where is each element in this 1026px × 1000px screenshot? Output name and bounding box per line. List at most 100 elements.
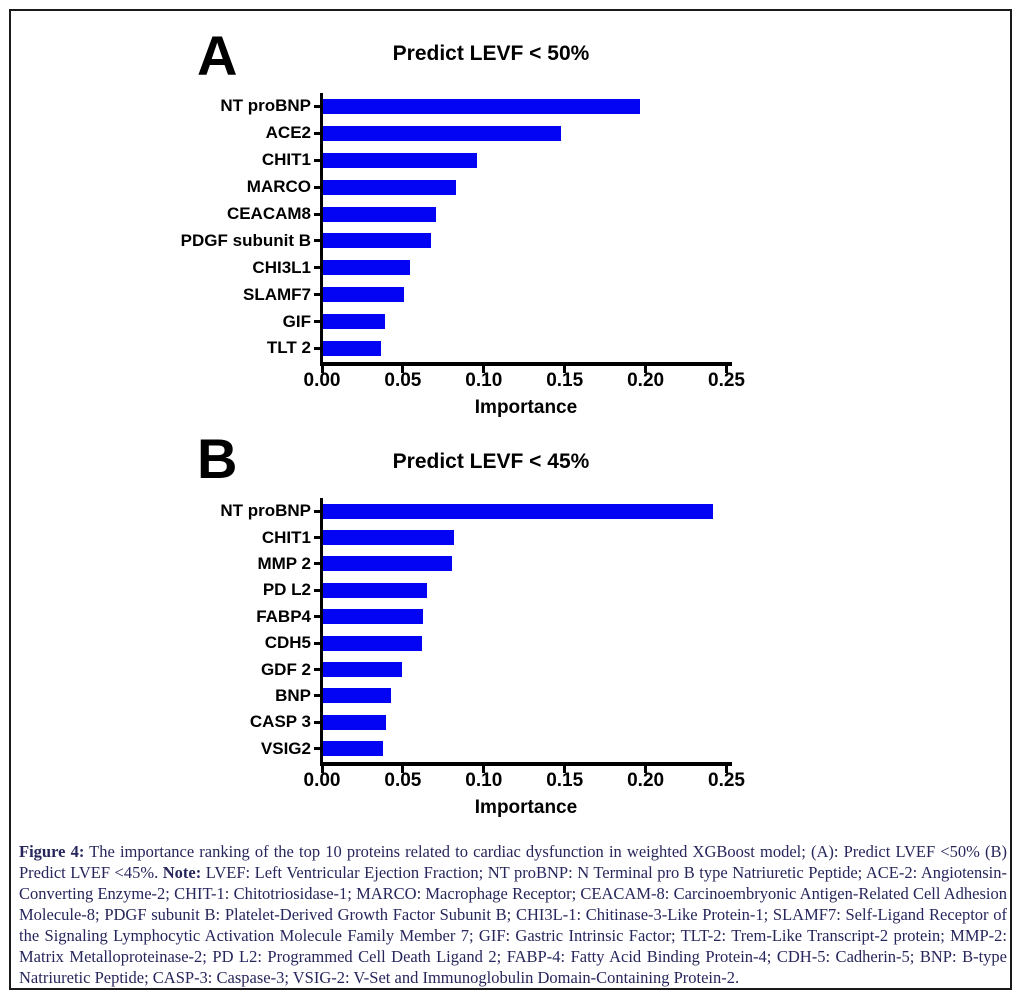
x-tick [401,366,405,373]
category-row: MMP 2 [71,551,320,577]
x-tick-label: 0.10 [465,370,503,391]
x-tick [563,366,567,373]
y-tick [314,320,320,324]
y-tick [314,346,320,350]
category-row: ACE2 [71,120,320,147]
caption-note-label: Note: [162,863,202,882]
importance-bar [323,179,456,195]
panel-b-title: Predict LEVF < 45% [392,450,590,473]
category-row: GDF 2 [71,656,320,682]
category-label: PDGF subunit B [180,230,311,250]
bar-rows [320,93,728,362]
x-tick-label: 0.25 [708,770,745,791]
y-tick [314,212,320,216]
figure-caption: Figure 4: The importance ranking of the … [19,841,1007,988]
x-tick [482,366,486,373]
y-tick [314,694,320,698]
bar-row [323,656,728,682]
category-label: CEACAM8 [226,204,311,223]
x-tick-label: 0.15 [546,770,584,791]
importance-bar [323,233,432,249]
category-label: GDF 2 [260,659,311,679]
importance-bar [323,609,424,625]
category-label: CHIT1 [261,150,311,170]
y-tick [314,266,320,270]
bar-row [323,201,728,228]
bar-row [323,147,728,174]
category-row: CHIT1 [71,147,320,174]
bar-row [323,120,728,147]
importance-bar [323,314,385,330]
y-tick [314,588,320,592]
importance-bar [323,287,404,303]
bar-row [323,630,728,656]
x-tick-label: 0.00 [303,370,341,391]
category-row: CHI3L1 [71,254,320,281]
importance-bar [323,556,453,572]
importance-bar [323,635,422,651]
category-row: BNP [71,683,320,709]
bar-row [323,683,728,709]
category-labels: NT proBNP CHIT1 MMP 2 PD L2 FABP4 CDH5 GDF 2 BN… [71,498,320,762]
y-tick [314,185,320,189]
x-axis [320,762,732,773]
x-tick-labels: 0.00 0.05 0.10 0.15 0.20 0.25 [304,370,745,391]
x-tick-label: 0.05 [384,370,422,391]
importance-bar [323,714,387,730]
y-tick [314,509,320,513]
x-tick-label: 0.20 [627,370,665,391]
category-row: CDH5 [71,630,320,656]
category-row: PDGF subunit B [71,227,320,254]
importance-bar [323,688,391,704]
x-tick-label: 0.20 [627,770,665,791]
category-row: PD L2 [71,577,320,603]
category-row: FABP4 [71,604,320,630]
bar-row [323,709,728,735]
x-tick [725,366,728,373]
x-tick-label: 0.05 [384,770,422,791]
y-tick [314,720,320,724]
x-tick-label: 0.10 [465,770,503,791]
y-tick [314,131,320,135]
category-label: ACE2 [265,123,311,143]
y-tick [314,536,320,540]
category-label: NT proBNP [220,501,311,521]
category-row: TLT 2 [71,335,320,362]
x-tick [401,766,405,773]
y-tick [314,239,320,243]
x-axis-title: Importance [474,397,578,418]
bar-row [323,604,728,630]
importance-bar [323,582,427,598]
x-axis-title: Importance [474,797,578,818]
category-label: VSIG2 [260,738,311,758]
category-row: SLAMF7 [71,281,320,308]
y-tick [314,293,320,297]
bar-row [323,551,728,577]
panel-b-letter: B [197,427,237,490]
y-tick [314,668,320,672]
category-label: MMP 2 [257,553,311,573]
category-row: CEACAM8 [71,201,320,228]
x-tick [725,766,728,773]
bar-row [323,254,728,281]
bar-row [323,308,728,335]
category-row: CHIT1 [71,524,320,550]
category-label: MARCO [246,177,311,197]
category-label: CDH5 [264,633,311,653]
x-tick [563,766,567,773]
bar-row [323,498,728,524]
bar-row [323,577,728,603]
x-tick [320,366,324,373]
y-tick [314,747,320,751]
bar-row [323,335,728,362]
category-label: NT proBNP [220,96,311,116]
caption-note-text: LVEF: Left Ventricular Ejection Fraction… [19,863,1007,987]
category-row: NT proBNP [71,93,320,120]
category-label: SLAMF7 [243,284,311,304]
y-tick [314,562,320,566]
importance-bar [323,260,411,276]
x-tick-label: 0.00 [303,770,341,791]
bar-row [323,524,728,550]
importance-bar [323,741,383,757]
bar-rows [320,498,728,762]
